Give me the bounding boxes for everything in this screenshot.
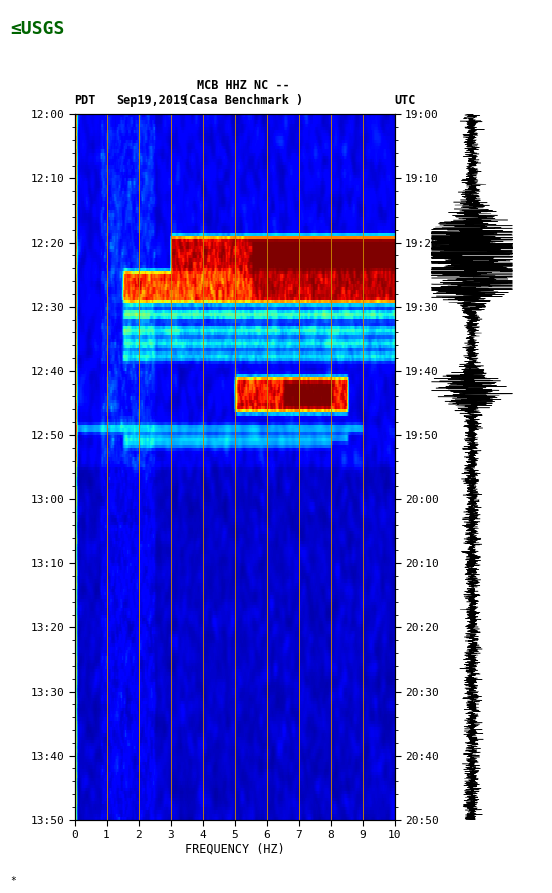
Text: *: * <box>10 876 16 886</box>
Text: ≤USGS: ≤USGS <box>10 20 65 38</box>
Text: UTC: UTC <box>395 94 416 107</box>
X-axis label: FREQUENCY (HZ): FREQUENCY (HZ) <box>185 843 284 856</box>
Text: PDT: PDT <box>75 94 96 107</box>
Text: MCB HHZ NC --: MCB HHZ NC -- <box>197 79 289 92</box>
Text: Sep19,2019: Sep19,2019 <box>116 94 187 107</box>
Text: (Casa Benchmark ): (Casa Benchmark ) <box>182 94 304 107</box>
